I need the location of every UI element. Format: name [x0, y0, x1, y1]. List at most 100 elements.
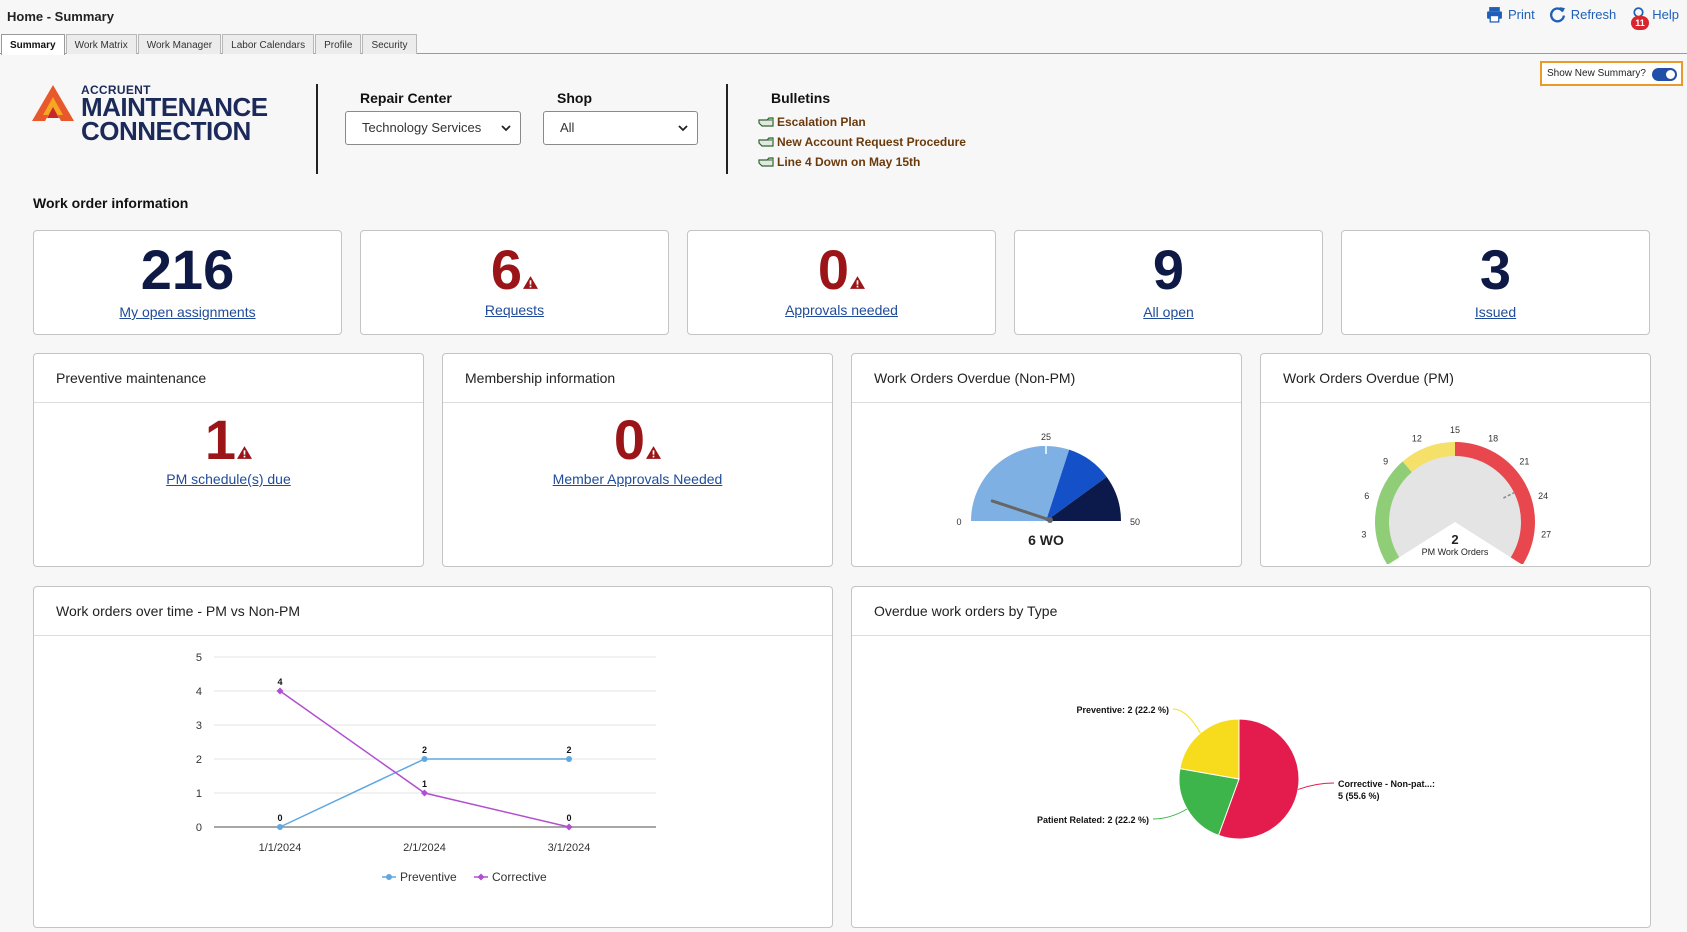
gauge-band-high — [1046, 476, 1121, 521]
print-button[interactable]: Print — [1486, 6, 1535, 23]
kpi-link[interactable]: My open assignments — [119, 304, 256, 320]
card-title: Work Orders Overdue (PM) — [1261, 354, 1650, 403]
card-title: Overdue work orders by Type — [852, 587, 1650, 636]
legend-label[interactable]: Preventive — [400, 870, 457, 884]
tab-labor-calendars[interactable]: Labor Calendars — [222, 34, 315, 54]
kpi-value: 9 — [1152, 238, 1185, 301]
chevron-down-icon — [501, 125, 511, 132]
gauge-tick-label: 24 — [1538, 491, 1548, 501]
data-label: 4 — [277, 677, 282, 687]
top-actions: Print Refresh 11 Help — [1486, 6, 1679, 30]
preventive-maintenance-card: Preventive maintenance 1 PM schedule(s) … — [33, 353, 424, 567]
gauge-tick-label: 15 — [1450, 425, 1460, 435]
bulletin-link[interactable]: Escalation Plan — [758, 115, 866, 129]
legend-marker — [386, 874, 392, 880]
shop-label: Shop — [557, 90, 592, 106]
kpi-link[interactable]: Issued — [1474, 304, 1517, 320]
gauge-tick-labels: 036912151821242730 — [1361, 425, 1551, 540]
pie-slice[interactable] — [1217, 718, 1300, 840]
y-tick-label: 5 — [196, 652, 202, 664]
divider-left — [316, 84, 318, 174]
logo-line-maintenance: MAINTENANCE — [81, 92, 268, 122]
data-point[interactable] — [566, 756, 572, 762]
member-approvals-link[interactable]: Member Approvals Needed — [552, 471, 723, 487]
pie-label-connector — [1172, 708, 1201, 734]
pie-chart: Corrective - Non-pat...: 5 (55.6 %) Patien… — [1037, 705, 1435, 840]
data-label: 0 — [566, 813, 571, 823]
tab-profile[interactable]: Profile — [315, 34, 362, 54]
data-point[interactable] — [565, 823, 573, 831]
shop-value: All — [560, 120, 575, 135]
kpi-card-issued: 3 Issued — [1341, 230, 1650, 335]
gauge-tick-label: 9 — [1383, 457, 1388, 467]
tab-work-manager[interactable]: Work Manager — [137, 34, 222, 54]
tab-work-matrix[interactable]: Work Matrix — [65, 34, 137, 54]
toggle-switch[interactable] — [1652, 68, 1677, 81]
legend-label[interactable]: Corrective — [492, 870, 547, 884]
tab-summary[interactable]: Summary — [1, 34, 65, 55]
overdue-non-pm-card: Work Orders Overdue (Non-PM) 0 50 25 6 W… — [851, 353, 1242, 567]
kpi-card-all-open: 9 All open — [1014, 230, 1323, 335]
bulletin-link[interactable]: Line 4 Down on May 15th — [758, 155, 920, 169]
printer-icon — [1487, 7, 1502, 23]
gauge-sublabel: PM Work Orders — [1422, 547, 1489, 557]
x-tick-label: 1/1/2024 — [259, 842, 302, 854]
gauge-needle-hub — [1047, 517, 1053, 523]
gauge-band-green — [1375, 461, 1412, 564]
repair-center-select[interactable]: Technology Services — [345, 111, 521, 145]
kpi-value: 3 — [1479, 238, 1512, 301]
data-point[interactable] — [421, 789, 428, 797]
warning-icon — [646, 446, 662, 459]
refresh-button[interactable]: Refresh — [1549, 6, 1617, 23]
warning-icon — [237, 446, 253, 459]
repair-center-value: Technology Services — [362, 120, 482, 135]
y-tick-label: 2 — [196, 754, 202, 766]
help-button[interactable]: 11 Help — [1630, 6, 1679, 30]
toggle-label: Show New Summary? — [1547, 68, 1646, 79]
pie-label-value: 5 (55.6 %) — [1338, 791, 1380, 801]
data-point[interactable] — [276, 687, 284, 695]
gauge-tick-label: 3 — [1361, 530, 1366, 540]
gauge-band-mid — [1046, 449, 1107, 521]
warning-icon — [850, 276, 866, 289]
pie-slice[interactable] — [1179, 718, 1240, 780]
pm-schedules-due-link[interactable]: PM schedule(s) due — [166, 471, 291, 487]
data-label: 2 — [566, 745, 571, 755]
gauge-mid-label: 25 — [1041, 432, 1051, 442]
notification-badge: 11 — [1631, 16, 1649, 30]
work-orders-over-time-card: Work orders over time - PM vs Non-PM 0 1 2… — [33, 586, 833, 928]
gauge-tick-label: 18 — [1488, 433, 1498, 443]
y-tick-label: 3 — [196, 720, 202, 732]
kpi-value: 6 — [361, 239, 668, 301]
repair-center-label: Repair Center — [360, 90, 452, 106]
member-approvals-value: 0 — [443, 409, 832, 471]
membership-information-card: Membership information 0 Member Approval… — [442, 353, 833, 567]
pm-due-value: 1 — [34, 409, 423, 471]
kpi-value: 0 — [688, 239, 995, 301]
x-tick-label: 3/1/2024 — [548, 842, 591, 854]
logo-product-text: MAINTENANCE CONNECTION — [81, 92, 268, 146]
gauge-needle — [990, 499, 1052, 522]
print-label: Print — [1507, 7, 1535, 22]
section-title: Work order information — [33, 195, 189, 211]
kpi-link[interactable]: All open — [1143, 304, 1194, 320]
tab-security[interactable]: Security — [362, 34, 417, 54]
data-point[interactable] — [277, 824, 283, 830]
bulletin-label: Escalation Plan — [777, 115, 866, 129]
refresh-label: Refresh — [1570, 7, 1617, 22]
kpi-card-approvals-needed: 0 Approvals needed — [687, 230, 996, 335]
kpi-link[interactable]: Requests — [484, 302, 545, 318]
gauge-tick-label: 6 — [1364, 491, 1369, 501]
show-new-summary-toggle[interactable]: Show New Summary? — [1540, 61, 1683, 86]
shop-select[interactable]: All — [543, 111, 698, 145]
bulletin-link[interactable]: New Account Request Procedure — [758, 135, 966, 149]
data-point[interactable] — [421, 756, 428, 762]
kpi-card-my-open-assignments: 216 My open assignments — [33, 230, 342, 335]
logo-line-connection: CONNECTION — [81, 116, 251, 146]
kpi-link[interactable]: Approvals needed — [785, 302, 898, 318]
pie-slice[interactable] — [1178, 768, 1240, 837]
gauge-band-yellow — [1402, 442, 1455, 473]
legend-marker — [477, 873, 485, 881]
card-title: Preventive maintenance — [34, 354, 423, 403]
gauge-tick-label: 21 — [1519, 457, 1529, 467]
